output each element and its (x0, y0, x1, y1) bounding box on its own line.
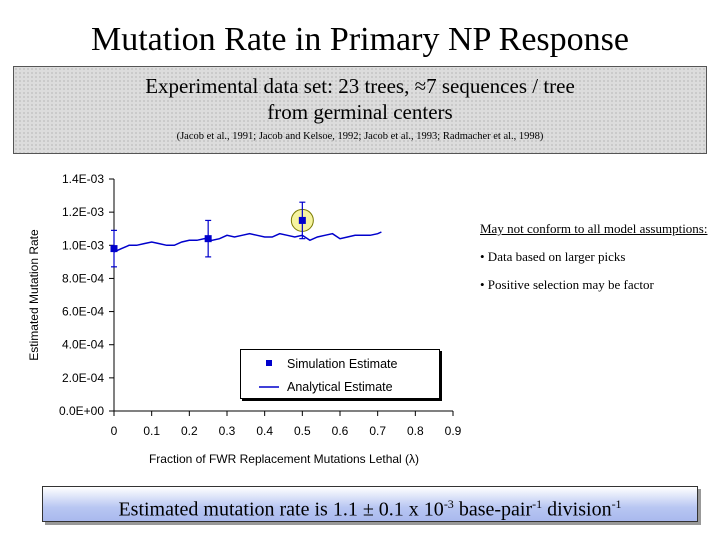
notes-bullet-1: • Data based on larger picks (480, 249, 626, 264)
notes-bullet-2: • Positive selection may be factor (480, 277, 654, 292)
chart-svg: 0.0E+00 2.0E-04 4.0E-04 6.0E-04 8.0E-04 1.0E-… (59, 172, 462, 438)
y-tick-label: 1.2E-03 (62, 205, 104, 219)
conclusion-exp2: -1 (532, 497, 543, 511)
mutation-rate-chart: 0.0E+00 2.0E-04 4.0E-04 6.0E-04 8.0E-04 1.0E-… (0, 160, 470, 480)
y-tick-label: 6.0E-04 (62, 305, 104, 319)
x-tick-label: 0.6 (332, 424, 349, 438)
simulation-point (298, 216, 306, 224)
legend-label-simulation: Simulation Estimate (287, 357, 398, 371)
y-axis-label: Estimated Mutation Rate (27, 229, 41, 361)
notes-heading: May not conform to all model assumptions… (480, 221, 708, 236)
legend-item-simulation: Simulation Estimate (241, 354, 439, 374)
x-tick-label: 0.9 (445, 424, 462, 438)
chart-legend: Simulation Estimate Analytical Estimate (240, 349, 440, 399)
y-tick-label: 1.4E-03 (62, 172, 104, 186)
x-tick-label: 0.4 (256, 424, 273, 438)
square-marker-icon (266, 360, 272, 366)
slide-title: Mutation Rate in Primary NP Response (91, 21, 629, 58)
x-tick-label: 0.2 (181, 424, 198, 438)
x-tick-label: 0.8 (407, 424, 424, 438)
legend-label-analytical: Analytical Estimate (287, 380, 393, 394)
x-axis-label: Fraction of FWR Replacement Mutations Le… (148, 452, 420, 466)
dataset-info-line1: Experimental data set: 23 trees, ≈7 sequ… (145, 74, 575, 98)
simulation-point (110, 245, 118, 253)
dataset-info-box: Experimental data set: 23 trees, ≈7 sequ… (13, 66, 707, 154)
y-tick-label: 1.0E-03 (62, 238, 104, 252)
y-tick-label: 2.0E-04 (62, 371, 104, 385)
citation-text: (Jacob et al., 1991; Jacob and Kelsoe, 1… (176, 131, 544, 142)
x-tick-label: 0.1 (143, 424, 160, 438)
conclusion-text: Estimated mutation rate is 1.1 ± 0.1 x 1… (118, 498, 444, 521)
legend-item-analytical: Analytical Estimate (241, 377, 439, 397)
conclusion-mid: base-pair (453, 498, 533, 521)
x-tick-label: 0.3 (219, 424, 236, 438)
analytical-estimate-line (113, 231, 382, 253)
conclusion-exp1: -3 (443, 497, 454, 511)
caveat-notes: May not conform to all model assumptions… (480, 220, 710, 294)
y-tick-label: 8.0E-04 (62, 271, 104, 285)
x-tick-label: 0.7 (369, 424, 386, 438)
conclusion-tail: division (542, 498, 612, 521)
simulation-point (204, 235, 212, 243)
dataset-info-line2: from germinal centers (267, 100, 453, 124)
conclusion-exp3: -1 (611, 497, 622, 511)
x-tick-label: 0.5 (294, 424, 311, 438)
y-tick-label: 0.0E+00 (59, 404, 104, 418)
y-tick-label: 4.0E-04 (62, 338, 104, 352)
line-marker-icon (259, 386, 279, 388)
conclusion-box: Estimated mutation rate is 1.1 ± 0.1 x 1… (42, 486, 698, 522)
x-tick-label: 0 (111, 424, 118, 438)
